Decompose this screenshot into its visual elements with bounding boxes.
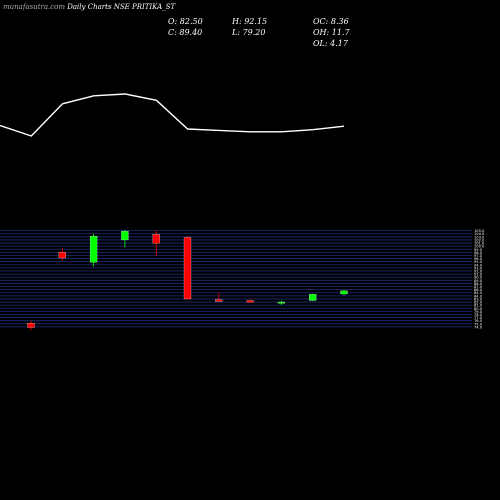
open-value: O: 82.50 <box>168 17 203 26</box>
y-tick-label: 93.0 <box>474 266 483 270</box>
candle <box>340 289 348 296</box>
y-tick-label: 79.0 <box>474 310 483 314</box>
candle <box>309 293 317 301</box>
candle-body <box>277 301 286 304</box>
candle <box>58 247 66 261</box>
y-tick-label: 96.0 <box>474 257 483 261</box>
y-tick-label: 82.0 <box>474 301 483 305</box>
candle <box>246 299 254 303</box>
y-tick-label: 105.0 <box>474 229 485 233</box>
y-tick-label: 92.0 <box>474 269 483 273</box>
y-tick-label: 77.0 <box>474 316 483 320</box>
y-tick-label: 89.0 <box>474 279 483 283</box>
candle-body <box>340 290 348 295</box>
y-tick-label: 91.0 <box>474 273 483 277</box>
y-tick-label: 103.0 <box>474 235 485 239</box>
candle-body <box>121 231 129 241</box>
high-value: H: 92.15 <box>232 17 268 26</box>
candle-body <box>215 299 223 302</box>
chart-title: munafasutra.com Daily Charts NSE PRITIKA… <box>3 3 175 11</box>
candle <box>183 236 192 300</box>
candle-body <box>309 294 317 301</box>
y-tick-label: 101.0 <box>474 242 485 246</box>
candle-body <box>89 236 98 263</box>
candle <box>215 292 223 303</box>
y-tick-label: 84.0 <box>474 294 483 298</box>
candle-body <box>246 300 254 303</box>
oh-value: OH: 11.7 <box>313 28 350 37</box>
y-tick-label: 85.0 <box>474 291 483 295</box>
ol-value: OL: 4.17 <box>313 39 348 48</box>
y-tick-label: 86.0 <box>474 288 483 292</box>
candles <box>27 230 348 330</box>
close-value: C: 89.40 <box>168 28 203 37</box>
indicator-line <box>0 93 345 137</box>
y-tick-label: 81.0 <box>474 304 483 308</box>
y-tick-label: 98.0 <box>474 251 483 255</box>
y-tick-label: 74.0 <box>474 325 483 329</box>
y-tick-label: 102.0 <box>474 238 485 242</box>
candle-body <box>27 323 35 328</box>
y-tick-label: 80.0 <box>474 307 483 311</box>
y-tick-label: 95.0 <box>474 260 483 264</box>
low-value: L: 79.20 <box>232 28 266 37</box>
brand-watermark: munafasutra.com <box>3 3 66 11</box>
title-text: Daily Charts NSE PRITIKA_ST <box>67 3 176 11</box>
y-tick-label: 76.0 <box>474 319 483 323</box>
candle <box>277 300 286 305</box>
y-tick-label: 97.0 <box>474 254 483 258</box>
candle <box>27 320 35 330</box>
y-tick-label: 99.0 <box>474 248 483 252</box>
candle-body <box>183 237 192 300</box>
y-tick-label: 75.0 <box>474 322 483 326</box>
y-tick-label: 100.0 <box>474 245 485 249</box>
y-tick-label: 90.0 <box>474 276 483 280</box>
price-axis: 74.075.076.077.078.079.080.081.082.083.0… <box>474 229 485 329</box>
oc-value: OC: 8.36 <box>313 17 349 26</box>
candle-body <box>152 234 160 244</box>
indicator-series <box>0 93 345 137</box>
candle <box>121 230 129 248</box>
candle <box>89 233 98 267</box>
candle-body <box>58 252 66 259</box>
y-tick-label: 87.0 <box>474 285 483 289</box>
price-grid <box>0 230 472 328</box>
candle <box>152 230 160 257</box>
y-tick-label: 83.0 <box>474 297 483 301</box>
y-tick-label: 88.0 <box>474 282 483 286</box>
y-tick-label: 78.0 <box>474 313 483 317</box>
y-tick-label: 94.0 <box>474 263 483 267</box>
y-tick-label: 104.0 <box>474 232 485 236</box>
